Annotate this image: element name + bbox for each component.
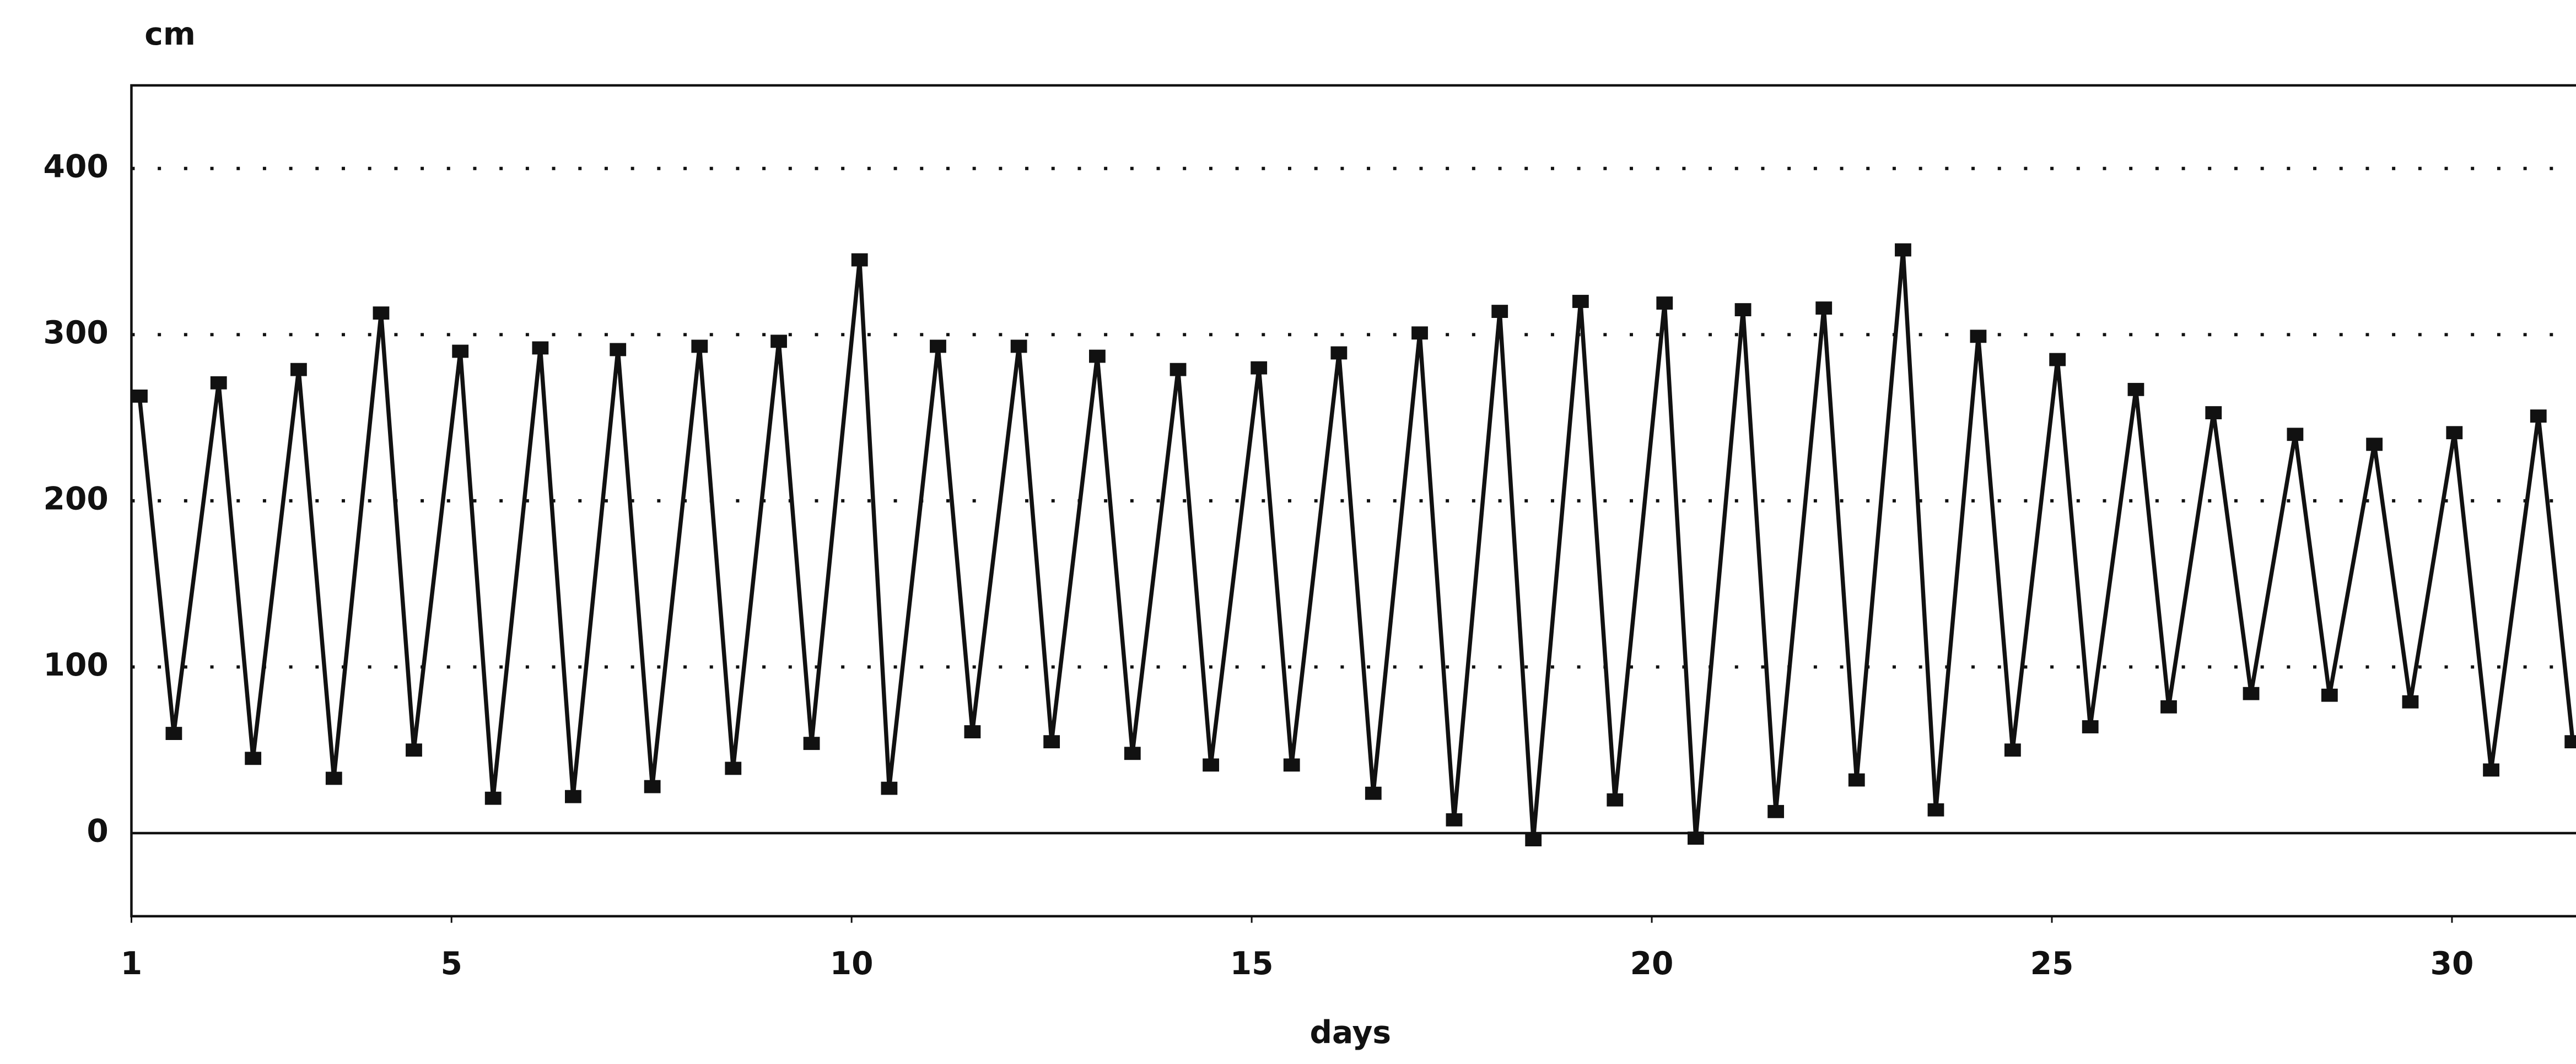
data-point [210,376,227,390]
data-point [1970,330,1987,343]
data-point [245,752,262,765]
data-point [930,339,946,353]
data-point [1365,786,1382,800]
data-point [2004,743,2021,757]
x-tick-label: 1 [121,946,142,982]
data-point [532,341,549,355]
data-point [565,790,581,803]
data-point [290,363,307,376]
y-tick-label: 200 [44,481,109,517]
data-point [2321,688,2338,702]
data-point [1088,349,1106,363]
data-point [1688,831,1704,845]
data-point [2127,382,2144,396]
data-point [2483,763,2500,777]
data-point [1203,758,1219,772]
data-point [964,725,981,738]
data-point [770,334,787,348]
data-point [2205,406,2222,419]
data-point [803,737,820,750]
data-point [1525,833,1542,847]
data-point [131,389,148,403]
data-point [406,743,422,757]
x-tick-label: 20 [1630,946,1674,982]
data-point [2366,438,2383,451]
data-point [851,253,868,267]
data-point [2287,428,2304,441]
data-point [1010,339,1027,353]
data-point [1251,361,1268,375]
data-point [1607,793,1624,807]
data-point [2243,687,2260,700]
data-point [165,727,182,740]
data-point [1446,813,1463,827]
data-point [484,791,502,805]
x-tick-label: 15 [1230,946,1274,982]
data-point [2049,353,2066,366]
data-point [610,343,627,357]
data-point [881,781,898,795]
data-point [373,306,390,320]
data-point [2564,735,2576,749]
data-point [1656,296,1673,310]
data-point [691,339,708,353]
data-point [452,344,469,358]
x-tick-label: 25 [2030,946,2074,982]
y-tick-label: 300 [44,315,109,351]
data-point [1411,326,1428,340]
data-point [1283,758,1300,772]
data-point [1848,773,1865,787]
data-line [137,250,2575,840]
y-tick-label: 100 [44,647,109,683]
data-point [1895,243,1911,257]
data-point [1767,804,1785,818]
data-point [2446,426,2463,440]
y-tick-label: 400 [44,148,109,185]
data-point [2160,700,2177,714]
y-axis-label: cm [144,16,196,52]
data-point [1170,363,1187,376]
x-tick-label: 5 [441,946,462,982]
data-point [1815,301,1833,315]
data-point [1734,303,1752,316]
data-point [725,761,742,775]
y-tick-label: 0 [87,813,108,850]
data-point [2082,720,2099,733]
data-point [1572,295,1589,308]
data-point [2530,409,2547,423]
data-point [1124,747,1141,760]
data-point [1043,735,1060,749]
data-point [1491,305,1508,318]
data-point [644,780,661,793]
x-tick-label: 30 [2431,946,2474,982]
x-tick-label: 10 [830,946,874,982]
x-axis-label: days [1309,1014,1391,1051]
data-point [1927,803,1944,817]
data-point [1330,346,1348,360]
data-point [325,771,342,785]
data-point [2402,695,2419,709]
